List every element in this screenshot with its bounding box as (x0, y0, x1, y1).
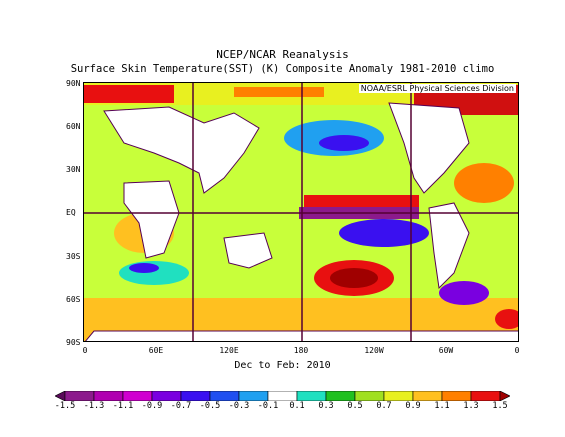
map-canvas (84, 83, 518, 341)
arctic-orange-patch (234, 87, 324, 97)
lon-label-60e: 60E (148, 346, 164, 355)
colorbar-tick-label: 0.3 (318, 401, 334, 411)
southern-atlantic-warm-patch (495, 309, 518, 329)
north-pacific-cold-core (319, 135, 369, 151)
colorbar-swatch (267, 391, 298, 401)
sst-anomaly-map: NOAA/ESRL Physical Sciences Division (83, 82, 519, 342)
landmass-australia (223, 232, 273, 269)
lon-label-120w: 120W (364, 346, 384, 355)
lon-label-180: 180 (293, 346, 309, 355)
lat-label-60s: 60S (66, 295, 81, 304)
lon-label-120e: 120E (219, 346, 239, 355)
lon-label-0-end: 0 (514, 346, 520, 355)
colorbar-tick-label: -0.3 (228, 401, 250, 411)
colorbar-swatch (499, 391, 510, 401)
colorbar-tick-label: -1.5 (54, 401, 76, 411)
colorbar-swatch (93, 391, 124, 401)
colorbar-swatch (470, 391, 501, 401)
colorbar-swatch (296, 391, 327, 401)
colorbar-swatch (151, 391, 182, 401)
lat-label-30s: 30S (66, 252, 81, 261)
colorbar-tick-label: 0.9 (405, 401, 421, 411)
lat-label-30n: 30N (66, 165, 81, 174)
lat-label-60n: 60N (66, 122, 81, 131)
colorbar-tick-label: -0.5 (199, 401, 221, 411)
landmass-eurasia (103, 106, 260, 194)
colorbar-swatch (354, 391, 385, 401)
colorbar-swatch (55, 391, 66, 401)
colorbar-tick-label: -0.9 (141, 401, 163, 411)
colorbar-tick-label: -1.3 (83, 401, 105, 411)
chart-subtitle: Surface Skin Temperature(SST) (K) Compos… (70, 63, 495, 75)
colorbar-tick-label: 0.1 (289, 401, 305, 411)
colorbar-swatch (122, 391, 153, 401)
colorbar-tick-label: 0.5 (347, 401, 363, 411)
southeast-pacific-cold-anomaly (339, 219, 429, 247)
south-pacific-warm-core (330, 268, 378, 288)
colorbar-tick-label: -0.7 (170, 401, 192, 411)
colorbar-swatch (412, 391, 443, 401)
colorbar-swatch (209, 391, 240, 401)
lat-label-90n: 90N (66, 79, 81, 88)
colorbar-swatch (238, 391, 269, 401)
colorbar-tick-label: 1.3 (463, 401, 479, 411)
landmass-south-america (428, 202, 470, 290)
colorbar-swatch (325, 391, 356, 401)
chart-title: NCEP/NCAR Reanalysis (216, 48, 349, 61)
colorbar-tick-label: 1.1 (434, 401, 450, 411)
colorbar-swatch (441, 391, 472, 401)
landmass-north-america (388, 102, 470, 194)
colorbar-tick-label: 1.5 (492, 401, 508, 411)
colorbar-tick-label: -0.1 (257, 401, 279, 411)
lon-label-60w: 60W (438, 346, 454, 355)
colorbar-tick-label: -1.1 (112, 401, 134, 411)
period-label: Dec to Feb: 2010 (234, 360, 331, 371)
landmass-africa (123, 180, 180, 259)
south-atlantic-cold-anomaly (439, 281, 489, 305)
lat-label-eq: EQ (66, 208, 76, 217)
arctic-warm-anomaly-west (84, 85, 174, 103)
credit-label: NOAA/ESRL Physical Sciences Division (358, 84, 516, 93)
lon-label-0: 0 (82, 346, 88, 355)
colorbar-tick-label: 0.7 (376, 401, 392, 411)
south-indian-cold-core (129, 263, 159, 273)
colorbar-swatch (64, 391, 95, 401)
colorbar (55, 391, 510, 401)
equatorial-warm-strip (304, 195, 419, 207)
colorbar-swatch (180, 391, 211, 401)
lat-label-90s: 90S (66, 338, 81, 347)
colorbar-swatch (383, 391, 414, 401)
north-atlantic-warm-anomaly (454, 163, 514, 203)
